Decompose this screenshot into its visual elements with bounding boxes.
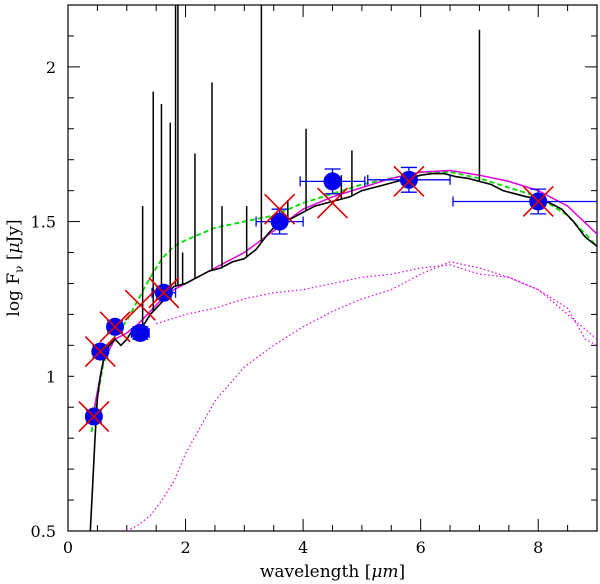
x-tick-label: 0 bbox=[63, 538, 73, 557]
model-photometry-cross bbox=[99, 311, 131, 343]
model-photometry-cross bbox=[124, 289, 156, 321]
model-photometry-cross bbox=[393, 165, 425, 197]
y-tick-label: 2 bbox=[46, 58, 56, 77]
axis-ticks bbox=[67, 4, 598, 532]
photometry-point bbox=[131, 323, 150, 342]
model-photometry-cross bbox=[264, 193, 296, 225]
black-model-curve bbox=[89, 172, 597, 531]
y-axis-label: log Fν [μJy] bbox=[4, 219, 26, 316]
x-tick-label: 2 bbox=[180, 538, 190, 557]
model-photometry-cross bbox=[316, 187, 349, 219]
tick-labels: 0 2 4 6 8 0.5 1 1.5 2 bbox=[31, 58, 544, 557]
component-curve bbox=[126, 261, 597, 531]
x-tick-label: 4 bbox=[298, 538, 308, 557]
photometry-point bbox=[270, 212, 289, 231]
green-model-curve bbox=[90, 171, 597, 433]
x-tick-label: 6 bbox=[416, 538, 426, 557]
model-photometry-cross bbox=[148, 277, 180, 309]
y-tick-label: 0.5 bbox=[31, 522, 56, 541]
model-photometry-cross bbox=[78, 400, 110, 433]
series-layer bbox=[78, 5, 597, 531]
photometry-point bbox=[399, 170, 418, 189]
y-tick-label: 1 bbox=[46, 367, 56, 386]
component-curve bbox=[156, 264, 597, 340]
x-axis-label: wavelength [μm] bbox=[260, 562, 405, 582]
x-tick-label: 8 bbox=[533, 538, 543, 557]
model-photometry-cross bbox=[84, 335, 116, 368]
model-photometry-cross bbox=[522, 185, 554, 218]
photometry-point bbox=[323, 172, 342, 191]
plot-frame bbox=[67, 4, 598, 532]
y-tick-label: 1.5 bbox=[31, 213, 56, 232]
